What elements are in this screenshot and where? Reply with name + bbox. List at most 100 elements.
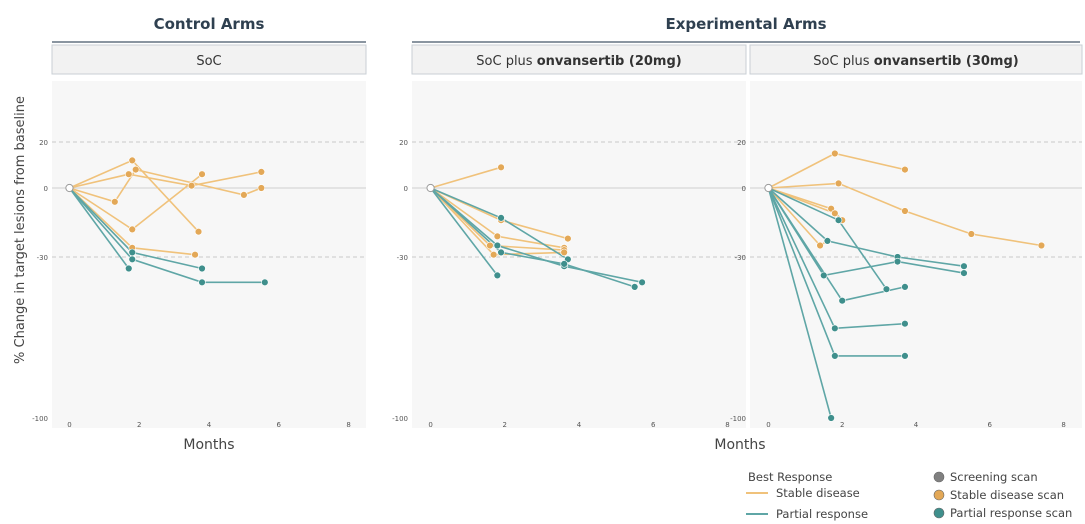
scan-point-stable bbox=[834, 179, 843, 188]
y-tick-label: -30 bbox=[735, 254, 746, 262]
scan-point-stable bbox=[831, 209, 839, 218]
scan-point-partial bbox=[831, 352, 839, 360]
x-tick-label: 8 bbox=[1061, 421, 1065, 429]
scan-point-partial bbox=[834, 216, 843, 224]
series-line-partial bbox=[68, 187, 265, 284]
scan-point-stable bbox=[489, 251, 498, 259]
series-line-partial bbox=[767, 187, 832, 419]
series-line-partial bbox=[430, 187, 635, 288]
scan-point-stable bbox=[967, 230, 976, 238]
scan-point-partial bbox=[901, 352, 909, 360]
panel-title-text: SoC bbox=[196, 54, 221, 69]
x-tick-label: 0 bbox=[428, 421, 432, 429]
series-line-partial bbox=[767, 187, 965, 267]
panel-1: SoC 20 0 -30 -100 0 2 4 6 8 Months % Change in targ… bbox=[13, 44, 367, 453]
scan-point-partial bbox=[960, 262, 968, 270]
scan-point-partial bbox=[838, 297, 846, 305]
y-tick-label: 20 bbox=[39, 139, 48, 147]
y-tick-label: -100 bbox=[32, 415, 48, 423]
scan-point-partial bbox=[820, 271, 828, 280]
scan-point-stable bbox=[128, 156, 136, 165]
scan-point-stable bbox=[125, 170, 133, 178]
scan-point-stable bbox=[132, 165, 140, 174]
x-tick-label: 4 bbox=[207, 421, 212, 429]
scan-point-stable bbox=[257, 184, 266, 192]
panel-3: SoC plus onvansertib (30mg) 20 0 -30 -100 0 2 4… bbox=[730, 44, 1083, 429]
scan-point-stable bbox=[1037, 241, 1046, 250]
scan-point-stable bbox=[191, 251, 199, 259]
scan-point-stable bbox=[257, 168, 266, 176]
plot-area bbox=[52, 81, 366, 428]
scan-point-stable bbox=[194, 228, 203, 236]
legend: Best Response Stable disease Partial respo… bbox=[746, 470, 1072, 521]
scan-point-partial bbox=[493, 271, 502, 280]
x-tick-label: 6 bbox=[988, 421, 993, 429]
y-tick-label: 0 bbox=[742, 185, 746, 193]
scan-point-partial bbox=[198, 264, 206, 273]
scan-point-partial bbox=[831, 324, 839, 332]
scan-point-partial bbox=[128, 248, 136, 257]
scan-point-stable bbox=[901, 165, 909, 174]
scan-point-stable bbox=[128, 225, 136, 234]
plot-area bbox=[750, 81, 1082, 428]
legend-point-swatch bbox=[933, 471, 945, 483]
scan-point-partial bbox=[882, 285, 891, 293]
panel-header bbox=[749, 44, 1083, 75]
panel-title-text: SoC plus bbox=[476, 54, 536, 69]
y-tick-label: 0 bbox=[404, 185, 408, 193]
scan-point-partial bbox=[128, 255, 136, 263]
legend-point-swatch bbox=[933, 489, 945, 501]
scan-point-partial bbox=[901, 283, 909, 291]
legend-point-label: Screening scan bbox=[950, 470, 1038, 484]
baseline-point bbox=[764, 183, 773, 193]
scan-point-stable bbox=[240, 191, 248, 199]
scan-point-stable bbox=[901, 207, 909, 215]
scan-point-partial bbox=[497, 248, 505, 257]
legend-line-label: Stable disease bbox=[776, 486, 860, 500]
scan-point-partial bbox=[638, 278, 646, 286]
scan-point-partial bbox=[827, 414, 835, 422]
scan-point-stable bbox=[198, 170, 206, 178]
baseline-point bbox=[426, 183, 435, 193]
legend-point-label: Partial response scan bbox=[950, 506, 1072, 520]
scan-point-stable bbox=[816, 241, 824, 250]
x-tick-label: 8 bbox=[725, 421, 729, 429]
x-axis-label: Months bbox=[714, 437, 765, 453]
series-line-stable bbox=[69, 171, 262, 189]
series-line-partial bbox=[429, 187, 498, 276]
series-line-stable bbox=[430, 166, 502, 189]
x-tick-label: 0 bbox=[67, 421, 71, 429]
panel-2: SoC plus onvansertib (20mg) 20 0 -30 -100 0 2 4… bbox=[392, 44, 766, 453]
legend-point-label: Stable disease scan bbox=[950, 488, 1064, 502]
baseline-point bbox=[65, 183, 74, 193]
scan-point-partial bbox=[630, 283, 639, 291]
scan-point-stable bbox=[564, 234, 572, 243]
x-tick-label: 4 bbox=[914, 421, 919, 429]
scan-point-partial bbox=[823, 237, 832, 245]
y-tick-label: 20 bbox=[399, 139, 408, 147]
y-tick-label: -100 bbox=[730, 415, 746, 423]
scan-point-partial bbox=[198, 278, 206, 286]
legend-point-swatch bbox=[933, 507, 945, 519]
legend-title: Best Response bbox=[748, 470, 832, 484]
x-axis-label: Months bbox=[183, 437, 234, 453]
x-tick-label: 0 bbox=[766, 421, 770, 429]
group-title-control: Control Arms bbox=[154, 15, 265, 33]
panel-title: SoC plus onvansertib (30mg) bbox=[813, 54, 1018, 69]
scan-point-stable bbox=[486, 241, 494, 250]
x-tick-label: 4 bbox=[577, 421, 582, 429]
series-line-partial bbox=[430, 187, 643, 284]
scan-point-partial bbox=[560, 260, 568, 268]
plot-area bbox=[412, 81, 746, 428]
panel-title-text: SoC plus bbox=[813, 54, 873, 69]
panel-title: SoC plus onvansertib (20mg) bbox=[476, 54, 681, 69]
panel-header bbox=[51, 44, 367, 75]
scan-point-partial bbox=[960, 269, 968, 277]
scan-point-stable bbox=[111, 198, 119, 206]
panel-title: SoC bbox=[196, 54, 221, 69]
scan-point-stable bbox=[831, 149, 839, 158]
scan-point-partial bbox=[125, 264, 133, 273]
y-tick-label: 0 bbox=[44, 185, 48, 193]
scan-point-stable bbox=[497, 163, 505, 172]
